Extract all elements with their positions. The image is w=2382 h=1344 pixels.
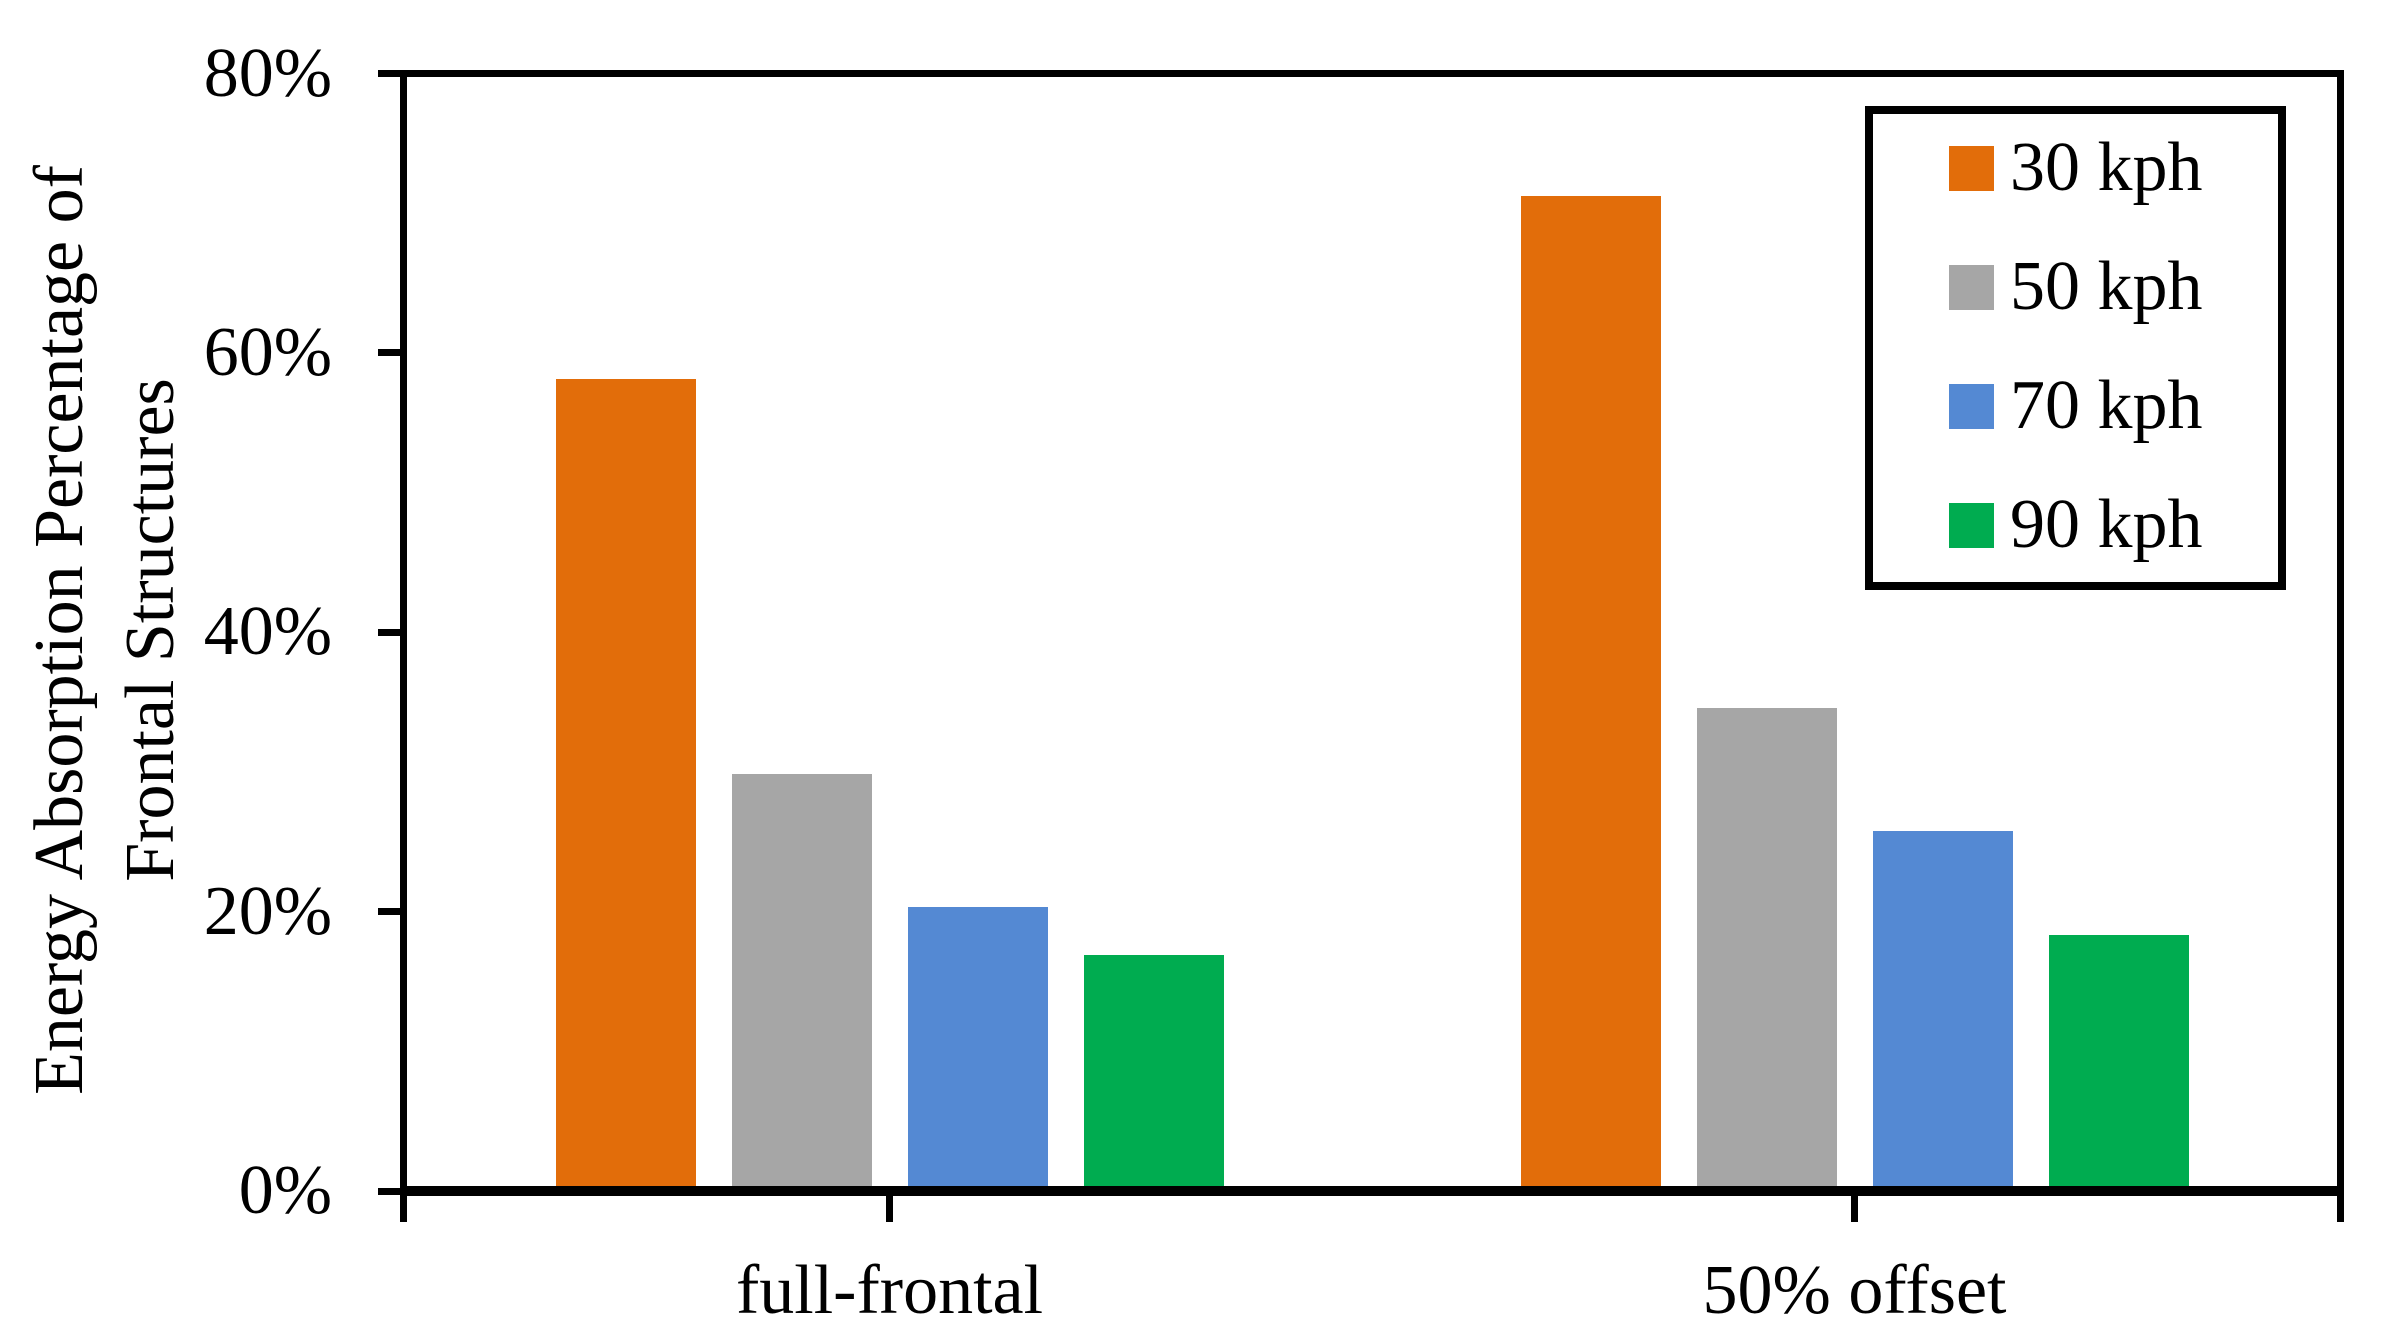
legend-label-90-kph: 90 kph [2010,486,2203,563]
legend-swatch-70-kph [1949,383,1994,429]
y-tick-label-80: 80% [203,34,332,112]
bar-50-offset-90-kph [2048,935,2189,1186]
legend-item-70-kph: 70 kph [1949,361,2203,451]
bar-full-frontal-90-kph [1083,954,1224,1186]
y-tick-mark-60 [378,349,400,357]
legend-label-30-kph: 30 kph [2010,129,2203,206]
bar-50-offset-70-kph [1872,831,2013,1186]
x-tick-mark-50-offset [1851,1196,1858,1222]
y-tick-label-0: 0% [238,1152,332,1229]
x-category-label-50-offset: 50% offset [1702,1252,2007,1329]
y-tick-label-40: 40% [203,593,332,671]
x-category-label-full-frontal: full-frontal [735,1252,1044,1329]
legend-label-50-kph: 50 kph [2010,248,2203,325]
y-tick-mark-40 [378,628,400,636]
bar-50-offset-50-kph [1696,707,1837,1186]
bar-full-frontal-50-kph [731,774,872,1186]
legend-swatch-50-kph [1949,264,1994,310]
x-axis-end-tick-left [400,1196,407,1222]
y-tick-label-60: 60% [203,313,332,391]
legend-item-50-kph: 50 kph [1949,242,2203,332]
legend: 30 kph 50 kph 70 kph 90 kph [1865,106,2286,590]
y-axis-title-line1: Energy Absorption Percentage of [21,165,98,1095]
y-tick-label-20: 20% [203,872,332,950]
y-tick-mark-20 [378,908,400,916]
bar-full-frontal-30-kph [555,379,696,1186]
x-axis-end-tick-right [2337,1196,2344,1222]
bar-full-frontal-70-kph [907,907,1048,1186]
legend-swatch-30-kph [1949,145,1994,191]
legend-label-70-kph: 70 kph [2010,367,2203,444]
legend-swatch-90-kph [1949,502,1994,548]
bar-50-offset-30-kph [1520,196,1661,1186]
y-tick-mark-80 [378,70,400,77]
x-tick-mark-full-frontal [886,1196,893,1222]
legend-item-90-kph: 90 kph [1949,480,2203,570]
y-tick-mark-0 [378,1187,400,1195]
legend-item-30-kph: 30 kph [1949,123,2203,213]
